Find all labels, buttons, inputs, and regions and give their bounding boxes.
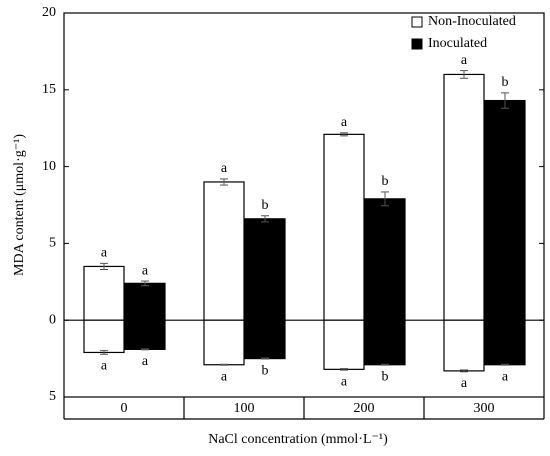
x-tick-label: 300 <box>474 401 495 416</box>
x-tick-label: 100 <box>234 401 255 416</box>
significance-letter: a <box>461 376 468 391</box>
significance-letter: a <box>221 161 228 176</box>
x-axis-title: NaCl concentration (mmol·L⁻¹) <box>208 432 388 447</box>
x-tick-label: 200 <box>354 401 375 416</box>
bar <box>364 198 406 321</box>
significance-letter: a <box>341 374 348 389</box>
significance-letter: a <box>341 115 348 130</box>
legend-label: Non-Inoculated <box>428 14 516 29</box>
y-axis-title: MDA content (μmol·g⁻¹) <box>12 134 27 276</box>
bar <box>323 319 365 370</box>
bar <box>443 319 485 372</box>
bar <box>364 319 406 366</box>
bar <box>484 319 526 366</box>
significance-letter: b <box>262 363 269 378</box>
legend-swatch <box>411 16 423 28</box>
bar <box>323 133 365 321</box>
y-tick-label: 0 <box>49 312 56 327</box>
bar <box>124 319 166 350</box>
significance-letter: b <box>262 198 269 213</box>
bar <box>83 319 125 354</box>
significance-letter: a <box>142 263 149 278</box>
y-tick-label: 5 <box>49 236 56 251</box>
significance-letter: a <box>142 354 149 369</box>
bar <box>83 265 125 321</box>
y-tick-label: 20 <box>42 5 56 20</box>
x-tick-label: 0 <box>121 401 128 416</box>
legend-label: Inoculated <box>428 36 487 51</box>
bar <box>244 218 286 321</box>
y-tick-label: 10 <box>42 159 56 174</box>
significance-letter: b <box>382 174 389 189</box>
significance-letter: b <box>382 369 389 384</box>
y-tick-label: 5 <box>49 389 56 404</box>
significance-letter: a <box>502 369 509 384</box>
significance-letter: a <box>101 246 108 261</box>
bar <box>203 181 245 321</box>
bar <box>124 282 166 321</box>
y-tick-label: 15 <box>42 82 56 97</box>
significance-letter: b <box>502 75 509 90</box>
significance-letter: a <box>461 53 468 68</box>
legend-swatch <box>411 38 423 50</box>
bar <box>203 319 245 366</box>
bar <box>443 73 485 321</box>
significance-letter: a <box>221 369 228 384</box>
significance-letter: a <box>101 359 108 374</box>
bar <box>484 99 526 321</box>
bar <box>244 319 286 360</box>
